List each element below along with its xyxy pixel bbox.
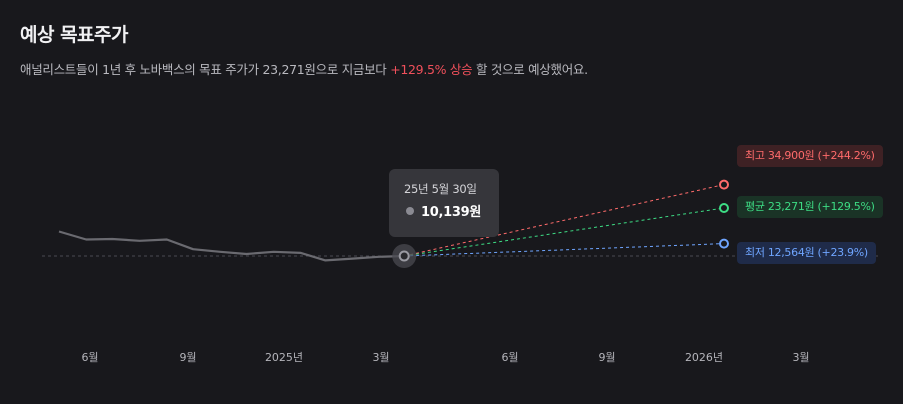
x-tick-label: 3월 [792,351,809,364]
tooltip-date: 25년 5월 30일 [404,182,477,196]
target-tag-low: 최저 12,564원 (+23.9%) [737,242,876,264]
projection-line-high [404,184,725,257]
projection-line-low [404,243,725,257]
forecast-summary: 애널리스트들이 1년 후 노바백스의 목표 주가가 23,271원으로 지금보다… [20,59,588,78]
target-tag-high: 최고 34,900원 (+244.2%) [737,145,883,167]
x-tick-label: 6월 [501,351,518,364]
target-point-low[interactable] [719,238,729,249]
price-history-line [58,230,405,262]
price-tooltip: 25년 5월 30일 10,139원 [389,169,499,237]
page-title: 예상 목표주가 [20,24,129,46]
summary-suffix: 할 것으로 예상했어요. [472,62,588,77]
x-tick-label: 3월 [372,351,389,364]
target-tag-avg: 평균 23,271원 (+129.5%) [737,196,883,218]
summary-prefix: 애널리스트들이 1년 후 노바백스의 목표 주가가 23,271원으로 지금보다 [20,62,391,77]
x-tick-label: 2026년 [685,351,723,364]
tooltip-value: 10,139원 [421,205,482,220]
target-point-high[interactable] [719,179,729,190]
summary-highlight: +129.5% 상승 [390,62,473,77]
x-axis-ticks: 6월 9월 2025년 3월 6월 9월 2026년 3월 [81,351,809,364]
x-tick-label: 9월 [179,351,196,364]
x-tick-label: 2025년 [265,351,303,364]
x-tick-label: 6월 [81,351,98,364]
target-point-avg[interactable] [719,203,729,213]
tooltip-dot-icon [406,207,414,215]
x-tick-label: 9월 [598,351,615,364]
current-point[interactable] [398,250,410,262]
